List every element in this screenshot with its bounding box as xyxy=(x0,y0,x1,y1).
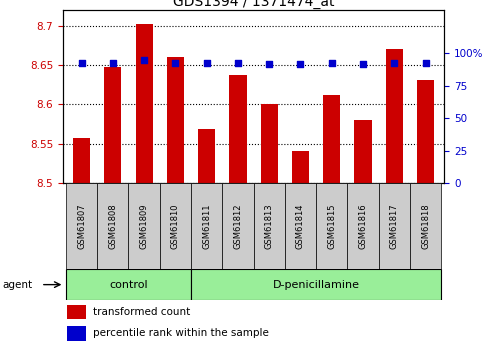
FancyBboxPatch shape xyxy=(191,183,222,269)
FancyBboxPatch shape xyxy=(222,183,254,269)
FancyBboxPatch shape xyxy=(379,183,410,269)
Text: GSM61808: GSM61808 xyxy=(108,203,117,249)
FancyBboxPatch shape xyxy=(347,183,379,269)
Text: GSM61811: GSM61811 xyxy=(202,203,211,249)
FancyBboxPatch shape xyxy=(160,183,191,269)
FancyBboxPatch shape xyxy=(128,183,160,269)
Bar xyxy=(136,24,153,183)
Text: D-penicillamine: D-penicillamine xyxy=(272,280,360,289)
FancyBboxPatch shape xyxy=(97,183,128,269)
Point xyxy=(359,61,367,67)
Text: GSM61807: GSM61807 xyxy=(77,203,86,249)
Text: transformed count: transformed count xyxy=(93,307,191,317)
Text: GSM61816: GSM61816 xyxy=(358,203,368,249)
Text: percentile rank within the sample: percentile rank within the sample xyxy=(93,328,269,338)
Text: agent: agent xyxy=(2,280,32,289)
Point xyxy=(109,60,117,65)
Point xyxy=(328,60,336,65)
Bar xyxy=(292,151,309,183)
Point xyxy=(265,61,273,67)
Bar xyxy=(229,75,246,183)
Point xyxy=(140,57,148,63)
Bar xyxy=(355,120,371,183)
FancyBboxPatch shape xyxy=(191,269,441,300)
Text: GSM61810: GSM61810 xyxy=(171,203,180,249)
Bar xyxy=(386,49,403,183)
FancyBboxPatch shape xyxy=(410,183,441,269)
Text: GSM61814: GSM61814 xyxy=(296,203,305,249)
Point xyxy=(78,60,85,65)
FancyBboxPatch shape xyxy=(66,183,97,269)
FancyBboxPatch shape xyxy=(285,183,316,269)
Bar xyxy=(167,57,184,183)
Text: GSM61813: GSM61813 xyxy=(265,203,274,249)
Text: GSM61812: GSM61812 xyxy=(233,203,242,249)
Text: GSM61815: GSM61815 xyxy=(327,203,336,249)
Point xyxy=(390,60,398,65)
Text: control: control xyxy=(109,280,148,289)
Text: GSM61809: GSM61809 xyxy=(140,203,149,249)
Point xyxy=(297,61,304,67)
Bar xyxy=(73,138,90,183)
Text: GSM61818: GSM61818 xyxy=(421,203,430,249)
Point xyxy=(422,60,429,65)
Bar xyxy=(323,95,341,183)
FancyBboxPatch shape xyxy=(316,183,347,269)
Title: GDS1394 / 1371474_at: GDS1394 / 1371474_at xyxy=(173,0,334,9)
Point xyxy=(171,60,179,65)
Bar xyxy=(67,305,85,319)
Bar xyxy=(104,67,121,183)
FancyBboxPatch shape xyxy=(66,269,191,300)
Text: GSM61817: GSM61817 xyxy=(390,203,399,249)
Point xyxy=(234,60,242,65)
Bar xyxy=(261,104,278,183)
FancyBboxPatch shape xyxy=(254,183,285,269)
Point xyxy=(203,60,211,65)
Bar xyxy=(417,80,434,183)
Bar xyxy=(67,326,85,341)
Bar xyxy=(198,129,215,183)
